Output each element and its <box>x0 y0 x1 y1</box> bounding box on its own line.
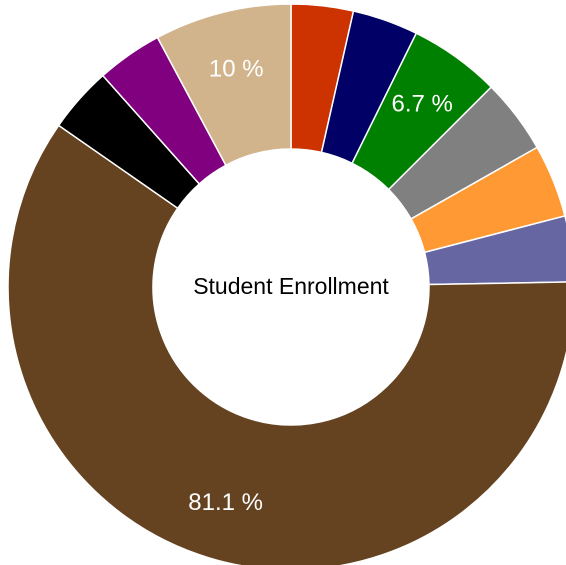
donut-slices <box>7 3 566 565</box>
center-label: Student Enrollment <box>193 273 389 299</box>
slice-label-3: 6.7 % <box>391 91 452 118</box>
slice-label-10: 10 % <box>209 55 264 82</box>
slice-label-7: 81.1 % <box>188 489 263 516</box>
donut-slice-7 <box>7 124 566 565</box>
donut-slice-10 <box>156 3 292 167</box>
slice-labels: 6.7 % 81.1 % 10 % <box>188 55 453 516</box>
